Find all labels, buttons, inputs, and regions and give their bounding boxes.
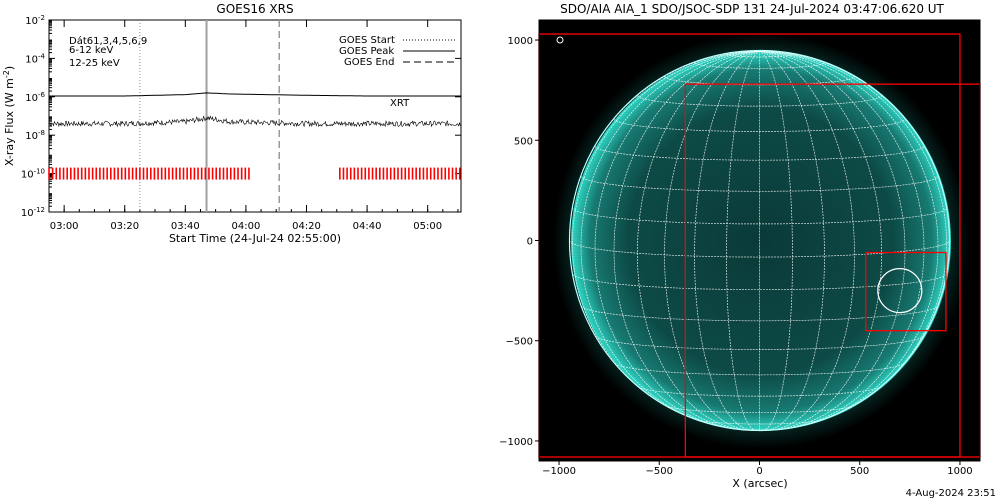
- goes-plot-frame: [48, 19, 462, 213]
- x-tick-label: 03:20: [110, 221, 139, 232]
- aia-y-tick-label: 0: [527, 237, 533, 248]
- goes-legend: GOES Start GOES Peak GOES End: [339, 35, 455, 68]
- longitude-line: [759, 50, 939, 426]
- xrt-fov-box: [865, 251, 947, 332]
- goes-xrt-label: XRT: [390, 98, 410, 109]
- aia-x-axis-label: X (arcsec): [732, 477, 787, 490]
- longitude-line: [694, 50, 760, 431]
- aia-x-tick-label: 0: [756, 466, 762, 477]
- aia-y-tick-label: 1000: [508, 36, 533, 47]
- aia-x-tick-label: −500: [646, 466, 673, 477]
- x-tick-label: 04:40: [353, 221, 382, 232]
- flare-legend-label: AIA flare location: [568, 36, 653, 47]
- latitude-line: [580, 175, 939, 192]
- aia-y-tick-label: 500: [514, 136, 533, 147]
- aia-y-ticks: 1000 500 0 −500 −1000: [499, 36, 539, 448]
- goes-data-label: Dát61,3,4,5,6,9: [69, 35, 147, 47]
- flare-legend-icon: [556, 36, 564, 44]
- x-tick-label: 03:40: [171, 221, 200, 232]
- sun-disk: [571, 51, 951, 431]
- longitude-line: [759, 50, 947, 411]
- y-tick-label: 10-6: [25, 91, 45, 104]
- band-label-12-25kev: 12-25 keV: [69, 58, 120, 69]
- longitude-line: [613, 50, 760, 430]
- legend-goes-end: GOES End: [344, 57, 394, 68]
- aia-x-ticks: −1000 −500 0 500 1000: [542, 461, 973, 477]
- longitude-line: [580, 50, 760, 426]
- latitude-line: [572, 207, 947, 225]
- goes-chart-title: GOES16 XRS: [216, 2, 293, 16]
- longitude-line: [759, 50, 925, 428]
- legend-goes-peak: GOES Peak: [339, 46, 394, 57]
- longitude-line: [759, 50, 882, 430]
- aia-x-tick-label: 1000: [947, 466, 972, 477]
- longitude-line: [759, 50, 855, 431]
- goes-series: [49, 92, 461, 128]
- footer-timestamp: 4-Aug-2024 23:51: [906, 488, 996, 499]
- xrt-coverage-bars: [48, 167, 461, 180]
- flare-circle: [877, 268, 923, 314]
- band-label-6-12kev: 6-12 keV: [69, 45, 113, 56]
- longitude-line: [759, 50, 825, 431]
- longitude-line: [572, 50, 760, 411]
- x-tick-label: 05:00: [413, 221, 442, 232]
- aia-title: SDO/AIA AIA_1 SDO/JSOC-SDP 131 24-Jul-20…: [560, 2, 944, 16]
- longitude-line: [594, 50, 760, 428]
- goes-short-channel-line: [49, 115, 461, 128]
- aia-y-tick-label: −500: [506, 337, 533, 348]
- y-tick-label: 10-2: [25, 14, 45, 27]
- aia-y-tick-label: −1000: [499, 437, 533, 448]
- latitude-line: [613, 118, 906, 132]
- legend-goes-start: GOES Start: [339, 35, 395, 46]
- latitude-line: [569, 240, 950, 258]
- goes-x-ticks: 03:00 03:20 03:40 04:00 04:20 04:40 05:00: [48, 20, 459, 232]
- x-tick-label: 03:00: [50, 221, 79, 232]
- longitude-line: [726, 50, 760, 431]
- longitude-line: [759, 50, 793, 431]
- goes-event-lines: [139, 20, 280, 212]
- xrt-fov-label: XRT FOV: [552, 423, 595, 434]
- sun-limb: [568, 49, 951, 432]
- aia-x-tick-label: 500: [850, 466, 869, 477]
- goes-xrs-chart: GOES16 XRS X-ray Flux (W m-2) 10-2 10-4 10…: [2, 2, 462, 245]
- goes-y-axis-label: X-ray Flux (W m-2): [2, 66, 16, 166]
- latitude-line: [580, 305, 939, 322]
- aia-x-tick-label: −1000: [542, 466, 576, 477]
- latitude-line: [665, 405, 854, 414]
- longitude-line: [759, 50, 906, 430]
- y-tick-label: 10-4: [25, 52, 45, 65]
- goes-x-axis-label: Start Time (24-Jul-24 02:55:00): [169, 232, 341, 245]
- heliographic-grid: [568, 49, 951, 432]
- goes-long-channel-line: [49, 92, 461, 97]
- y-tick-label: 10-12: [21, 206, 45, 219]
- y-tick-label: 10-10: [21, 168, 45, 181]
- x-tick-label: 04:00: [231, 221, 260, 232]
- x-tick-label: 04:20: [292, 221, 321, 232]
- aia-image-panel: SDO/AIA AIA_1 SDO/JSOC-SDP 131 24-Jul-20…: [499, 2, 981, 490]
- longitude-line: [664, 50, 760, 431]
- flare-marker: [877, 268, 923, 314]
- latitude-line: [637, 386, 882, 397]
- y-tick-label: 10-8: [25, 129, 45, 142]
